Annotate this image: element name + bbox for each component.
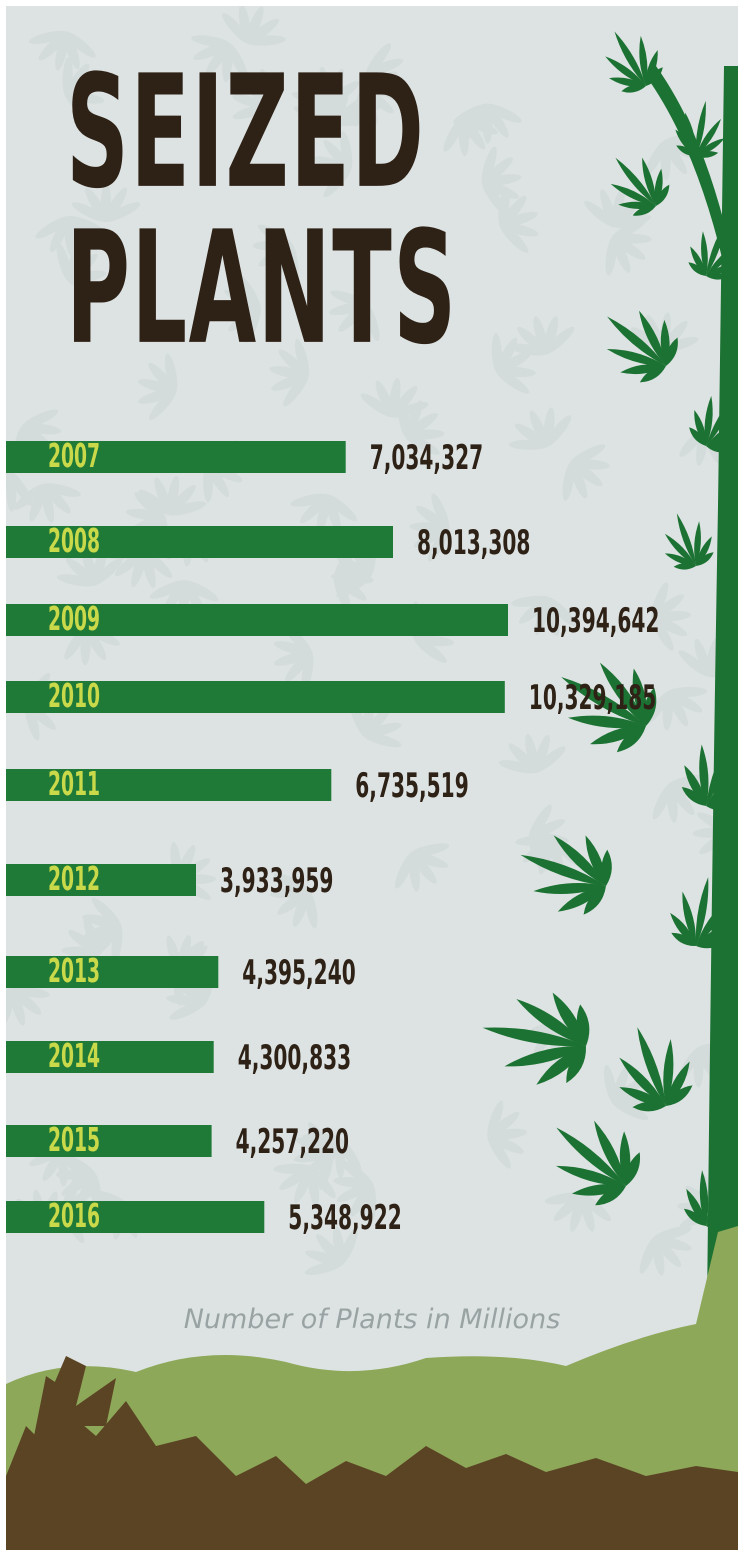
bar-chart: 2007 7,034,327 2008 8,013,308 2009 10,394,642… [6,437,659,1237]
year-label-2012: 2012 [48,861,100,899]
value-label-2011: 6,735,519 [355,765,468,805]
bar-2011 [6,769,332,801]
title-line-1: SEIZED [66,40,426,223]
bar-2012 [6,864,196,896]
year-label-2008: 2008 [48,523,100,561]
title-line-2: PLANTS [66,196,458,379]
bar-2009 [6,604,508,636]
value-label-2010: 10,329,185 [529,677,656,717]
soil-shape [6,1401,738,1550]
value-label-2008: 8,013,308 [417,522,530,562]
value-label-2012: 3,933,959 [220,860,333,900]
bar-2007 [6,441,346,473]
year-label-2015: 2015 [48,1122,100,1160]
year-label-2014: 2014 [48,1038,100,1076]
bar-2008 [6,526,393,558]
bar-2016 [6,1201,265,1233]
year-label-2007: 2007 [48,438,100,476]
chart-caption: Number of Plants in Millions [183,1304,561,1335]
value-label-2015: 4,257,220 [236,1121,349,1161]
value-label-2014: 4,300,833 [238,1037,351,1077]
bar-2015 [6,1125,212,1157]
value-label-2007: 7,034,327 [370,437,483,477]
year-label-2016: 2016 [48,1198,100,1236]
value-label-2016: 5,348,922 [288,1197,401,1237]
bar-2014 [6,1041,214,1073]
year-label-2011: 2011 [48,766,100,804]
cannabis-plant-illustration [482,31,738,1406]
year-label-2013: 2013 [48,953,100,991]
infographic-poster: SEIZED PLANTS 2007 7,034,327 2008 8,013,308… [6,6,738,1550]
year-label-2009: 2009 [48,601,100,639]
ground-hills-illustration [6,1226,738,1550]
bar-2010 [6,681,505,713]
bar-2013 [6,956,219,988]
year-label-2010: 2010 [48,678,100,716]
value-label-2009: 10,394,642 [532,600,659,640]
value-label-2013: 4,395,240 [242,952,355,992]
